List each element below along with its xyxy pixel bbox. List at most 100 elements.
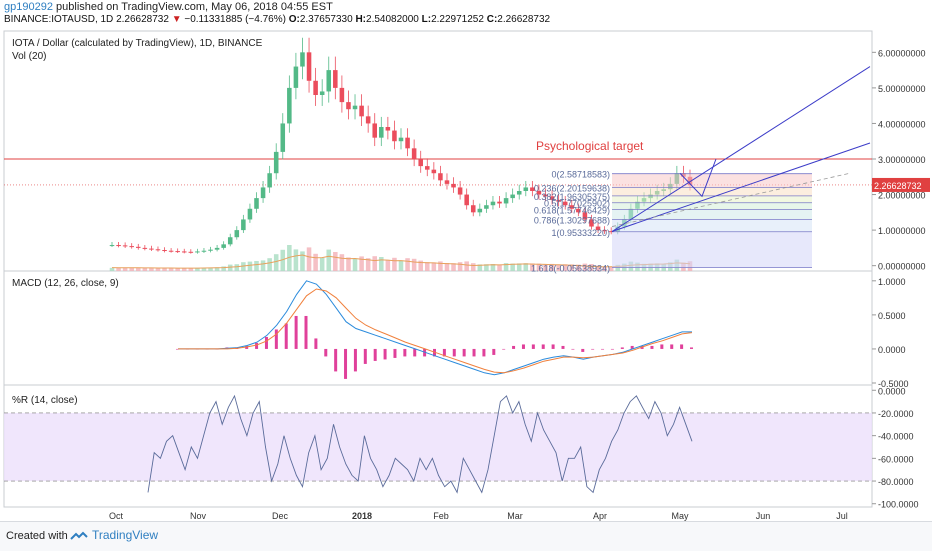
candle-body bbox=[293, 66, 299, 88]
candle-body bbox=[549, 196, 555, 200]
candle-body bbox=[438, 173, 443, 181]
volume-bar bbox=[227, 264, 233, 271]
symbol-label: BINANCE:IOTAUSD, 1D bbox=[4, 14, 114, 25]
candle-body bbox=[352, 105, 358, 110]
volume-bar bbox=[556, 264, 561, 271]
candle-body bbox=[227, 237, 233, 245]
candle-body bbox=[589, 219, 594, 227]
candle-body bbox=[431, 169, 437, 174]
fib-level-label: 0.236(2.20159638) bbox=[534, 183, 610, 193]
candle-body bbox=[477, 208, 483, 213]
macd-histogram-bar bbox=[255, 342, 259, 349]
candle-body bbox=[411, 148, 417, 159]
candle-body bbox=[208, 249, 213, 251]
volume-bar bbox=[155, 267, 161, 271]
candle-body bbox=[444, 180, 450, 184]
volume-bar bbox=[536, 263, 542, 271]
volume-bar bbox=[497, 264, 502, 271]
candle-body bbox=[280, 123, 286, 152]
volume-bar bbox=[287, 245, 292, 271]
macd-histogram-bar bbox=[284, 323, 288, 349]
candle-body bbox=[470, 205, 476, 213]
tradingview-brand: TradingView bbox=[92, 528, 159, 542]
volume-bar bbox=[319, 257, 325, 271]
macd-histogram-bar bbox=[334, 348, 338, 372]
macd-tick-label: -0.5000 bbox=[878, 379, 909, 389]
fib-zone bbox=[612, 219, 812, 232]
macd-histogram-bar bbox=[472, 348, 476, 357]
candle-body bbox=[608, 231, 614, 233]
volume-bar bbox=[418, 260, 423, 271]
volume-bar bbox=[234, 264, 240, 271]
macd-histogram-bar bbox=[512, 345, 516, 349]
wr-tick-label: -80.0000 bbox=[878, 477, 914, 487]
volume-bar bbox=[582, 263, 588, 271]
volume-bar bbox=[576, 264, 581, 271]
macd-tick-label: 0.0000 bbox=[878, 345, 906, 355]
volume-bar bbox=[569, 264, 575, 271]
wr-band bbox=[4, 412, 872, 482]
candle-body bbox=[135, 246, 141, 248]
x-tick-label: Feb bbox=[433, 511, 449, 521]
open-label: O: bbox=[288, 14, 300, 25]
macd-pane[interactable] bbox=[3, 270, 873, 386]
price-tag-label: 2.26628732 bbox=[874, 181, 922, 191]
created-with-label: Created with bbox=[6, 530, 68, 542]
volume-bar bbox=[293, 249, 299, 271]
candle-body bbox=[260, 187, 266, 199]
main-chart-title: IOTA / Dollar (calculated by TradingView… bbox=[12, 38, 263, 49]
projection-line bbox=[611, 172, 851, 227]
volume-bar bbox=[457, 262, 463, 271]
projection-path bbox=[679, 158, 717, 198]
volume-bar bbox=[365, 258, 371, 271]
volume-bar bbox=[451, 263, 456, 271]
volume-bar bbox=[116, 267, 121, 271]
volume-bar bbox=[523, 263, 529, 271]
chart-area[interactable]: 6.00000000 5.00000000 4.00000000 3.00000000… bbox=[0, 28, 932, 521]
candle-body bbox=[195, 251, 200, 253]
macd-histogram-bar bbox=[433, 348, 436, 357]
macd-histogram-bar bbox=[373, 348, 377, 361]
volume-bar bbox=[411, 258, 417, 271]
macd-title: MACD (12, 26, close, 9) bbox=[12, 278, 119, 289]
candle-body bbox=[490, 201, 496, 206]
candle-body bbox=[405, 137, 410, 149]
candle-body bbox=[392, 130, 397, 142]
candle-body bbox=[385, 127, 391, 131]
macd-histogram-bar bbox=[413, 348, 417, 357]
macd-histogram-bar bbox=[591, 348, 595, 350]
volume-bar bbox=[254, 261, 259, 271]
fib-zone bbox=[612, 231, 812, 268]
volume-bar bbox=[221, 266, 226, 271]
change-value: −0.11331885 (−4.76%) bbox=[184, 14, 286, 25]
candle-body bbox=[168, 250, 174, 252]
macd-histogram-bar bbox=[670, 344, 674, 349]
volume-label: Vol (20) bbox=[12, 51, 46, 62]
author-link[interactable]: gp190292 bbox=[4, 1, 53, 13]
wr-line bbox=[147, 394, 693, 494]
macd-histogram-bar bbox=[294, 315, 298, 349]
price-tick-label: 1.00000000 bbox=[878, 226, 926, 236]
tradingview-logo[interactable]: TradingView bbox=[70, 528, 158, 542]
publish-info: gp190292 published on TradingView.com, M… bbox=[4, 1, 333, 13]
candle-body bbox=[254, 198, 259, 209]
candle-body bbox=[457, 187, 463, 195]
candle-body bbox=[122, 245, 128, 247]
volume-bar bbox=[424, 262, 430, 271]
candle-body bbox=[365, 116, 371, 124]
fib-level-label: 0.618(1.57746429) bbox=[534, 206, 610, 216]
ohlc-bar: BINANCE:IOTAUSD, 1D 2.26628732 ▼ −0.1133… bbox=[4, 14, 550, 25]
volume-bar bbox=[589, 264, 594, 271]
candle-body bbox=[247, 208, 253, 220]
volume-bar bbox=[129, 267, 134, 271]
volume-bar bbox=[543, 264, 548, 271]
tradingview-icon bbox=[70, 531, 88, 540]
candle-body bbox=[359, 105, 364, 117]
wr-title: %R (14, close) bbox=[12, 395, 78, 406]
volume-bar bbox=[195, 267, 200, 271]
macd-histogram-bar bbox=[176, 348, 179, 350]
volume-bar bbox=[247, 261, 253, 271]
volume-bar bbox=[162, 267, 167, 271]
macd-histogram-bar bbox=[492, 348, 496, 355]
volume-bar bbox=[385, 260, 391, 271]
